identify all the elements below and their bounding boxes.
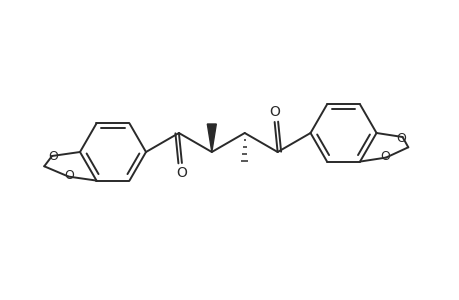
Text: O: O: [176, 166, 187, 180]
Text: O: O: [48, 151, 58, 164]
Text: O: O: [64, 169, 74, 182]
Text: O: O: [396, 131, 406, 145]
Text: O: O: [379, 150, 389, 163]
Text: O: O: [269, 105, 280, 119]
Polygon shape: [207, 124, 216, 152]
